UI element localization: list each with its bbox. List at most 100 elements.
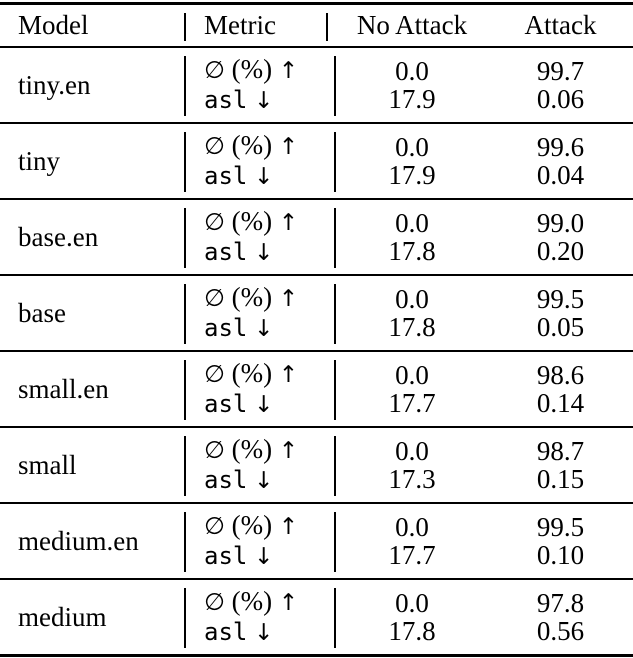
asl-label: asl xyxy=(204,618,248,646)
table-row: tiny ∅ (%) ↑ asl ↓ 0.0 17.9 99.6 0.04 xyxy=(0,124,633,198)
attack-pct-value: 99.0 xyxy=(536,208,585,238)
no-attack-asl-value: 17.8 xyxy=(388,616,436,646)
vertical-separator xyxy=(184,360,186,420)
attack-pct-value: 99.5 xyxy=(536,512,585,542)
no-attack-pct-value: 0.0 xyxy=(395,512,429,542)
no-attack-pct-value: 0.0 xyxy=(395,208,429,238)
horizontal-rule xyxy=(0,274,633,276)
horizontal-rule xyxy=(0,502,633,504)
metric-cell: ∅ (%) ↑ asl ↓ xyxy=(184,207,336,267)
asl-label: asl xyxy=(204,542,248,570)
model-name: base.en xyxy=(18,221,99,252)
metric-pct-label: ∅ (%) ↑ xyxy=(204,283,336,313)
no-attack-values: 0.0 17.3 xyxy=(336,437,488,493)
pct-label: (%) xyxy=(231,434,273,464)
vertical-separator xyxy=(334,56,336,116)
down-arrow-icon: ↓ xyxy=(254,240,274,266)
no-attack-asl-value: 17.9 xyxy=(388,84,436,114)
no-attack-pct-value: 0.0 xyxy=(395,132,429,162)
table-header-row: Model Metric No Attack Attack xyxy=(0,5,633,46)
top-rule xyxy=(0,2,633,5)
model-name: small xyxy=(18,449,77,480)
metric-pct-label: ∅ (%) ↑ xyxy=(204,131,336,161)
up-arrow-icon: ↑ xyxy=(278,210,299,236)
vertical-separator xyxy=(184,512,186,572)
asl-label: asl xyxy=(204,466,248,494)
table-row: small ∅ (%) ↑ asl ↓ 0.0 17.3 98.7 0.15 xyxy=(0,428,633,502)
model-name: tiny.en xyxy=(18,69,91,100)
table-row: medium.en ∅ (%) ↑ asl ↓ 0.0 17.7 99.5 0.… xyxy=(0,504,633,578)
no-attack-values: 0.0 17.8 xyxy=(336,589,488,645)
vertical-separator xyxy=(184,56,186,116)
no-attack-values: 0.0 17.8 xyxy=(336,209,488,265)
attack-values: 99.5 0.10 xyxy=(488,513,633,569)
up-arrow-icon: ↑ xyxy=(278,514,299,540)
varnothing-symbol: ∅ xyxy=(204,436,225,464)
no-attack-values: 0.0 17.9 xyxy=(336,57,488,113)
attack-asl-value: 0.10 xyxy=(536,540,585,570)
attack-values: 98.7 0.15 xyxy=(488,437,633,493)
model-name: medium xyxy=(18,601,107,632)
metric-cell: ∅ (%) ↑ asl ↓ xyxy=(184,131,336,191)
no-attack-values: 0.0 17.7 xyxy=(336,513,488,569)
metric-asl-label: asl ↓ xyxy=(204,161,336,191)
model-name: base xyxy=(18,297,66,328)
table-row: base.en ∅ (%) ↑ asl ↓ 0.0 17.8 99.0 0.20 xyxy=(0,200,633,274)
vertical-separator xyxy=(334,132,336,192)
metric-pct-label: ∅ (%) ↑ xyxy=(204,511,336,541)
down-arrow-icon: ↓ xyxy=(254,620,274,646)
up-arrow-icon: ↑ xyxy=(278,438,299,464)
metric-asl-label: asl ↓ xyxy=(204,389,336,419)
model-name: small.en xyxy=(18,373,109,404)
no-attack-pct-value: 0.0 xyxy=(395,360,429,390)
metric-cell: ∅ (%) ↑ asl ↓ xyxy=(184,435,336,495)
vertical-separator xyxy=(184,208,186,268)
vertical-separator xyxy=(184,436,186,496)
up-arrow-icon: ↑ xyxy=(278,590,299,616)
column-header-attack: Attack xyxy=(524,10,597,40)
horizontal-rule xyxy=(0,350,633,352)
varnothing-symbol: ∅ xyxy=(204,512,225,540)
vertical-separator xyxy=(334,588,336,648)
horizontal-rule xyxy=(0,198,633,200)
no-attack-asl-value: 17.7 xyxy=(388,388,436,418)
vertical-separator xyxy=(184,284,186,344)
varnothing-symbol: ∅ xyxy=(204,56,225,84)
vertical-separator xyxy=(184,13,186,41)
no-attack-pct-value: 0.0 xyxy=(395,436,429,466)
attack-values: 99.0 0.20 xyxy=(488,209,633,265)
attack-pct-value: 97.8 xyxy=(536,588,585,618)
attack-values: 99.5 0.05 xyxy=(488,285,633,341)
attack-asl-value: 0.05 xyxy=(536,312,585,342)
metric-asl-label: asl ↓ xyxy=(204,313,336,343)
varnothing-symbol: ∅ xyxy=(204,208,225,236)
varnothing-symbol: ∅ xyxy=(204,588,225,616)
down-arrow-icon: ↓ xyxy=(254,316,274,342)
down-arrow-icon: ↓ xyxy=(254,468,274,494)
table-row: tiny.en ∅ (%) ↑ asl ↓ 0.0 17.9 99.7 0.06 xyxy=(0,48,633,122)
up-arrow-icon: ↑ xyxy=(278,58,299,84)
horizontal-rule xyxy=(0,122,633,124)
metric-cell: ∅ (%) ↑ asl ↓ xyxy=(184,511,336,571)
table-row: small.en ∅ (%) ↑ asl ↓ 0.0 17.7 98.6 0.1… xyxy=(0,352,633,426)
attack-asl-value: 0.14 xyxy=(536,388,585,418)
pct-label: (%) xyxy=(231,510,273,540)
attack-asl-value: 0.15 xyxy=(536,464,585,494)
pct-label: (%) xyxy=(231,586,273,616)
attack-pct-value: 99.5 xyxy=(536,284,585,314)
horizontal-rule xyxy=(0,426,633,428)
attack-values: 99.7 0.06 xyxy=(488,57,633,113)
attack-pct-value: 98.7 xyxy=(536,436,585,466)
no-attack-asl-value: 17.3 xyxy=(388,464,436,494)
up-arrow-icon: ↑ xyxy=(278,286,299,312)
column-header-model: Model xyxy=(18,10,89,40)
asl-label: asl xyxy=(204,162,248,190)
up-arrow-icon: ↑ xyxy=(278,362,299,388)
pct-label: (%) xyxy=(231,130,273,160)
column-header-metric: Metric xyxy=(204,10,276,40)
attack-asl-value: 0.06 xyxy=(536,84,585,114)
no-attack-values: 0.0 17.8 xyxy=(336,285,488,341)
model-name: tiny xyxy=(18,145,61,176)
metric-pct-label: ∅ (%) ↑ xyxy=(204,435,336,465)
vertical-separator xyxy=(184,588,186,648)
